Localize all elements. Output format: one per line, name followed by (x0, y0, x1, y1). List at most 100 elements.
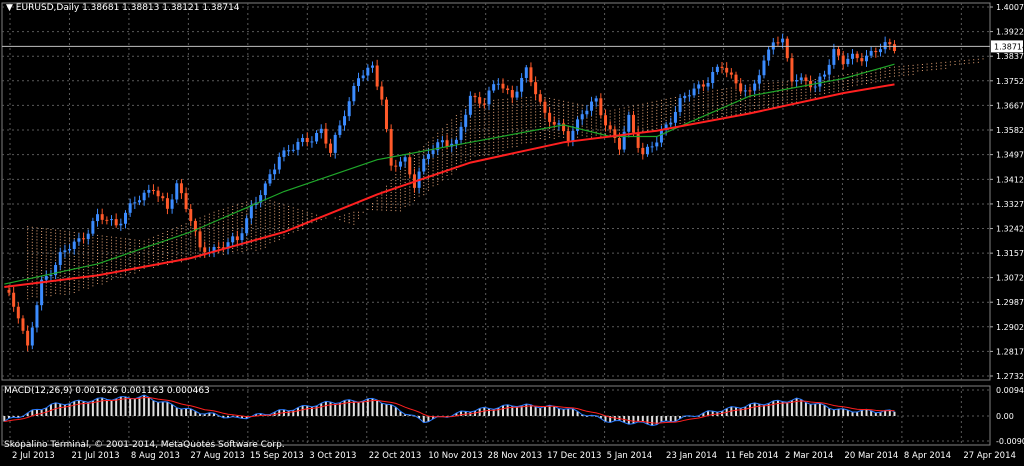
cloud-dot (474, 125, 476, 127)
cloud-dot (302, 213, 304, 215)
cloud-dot (292, 210, 294, 212)
cloud-dot (516, 124, 518, 126)
cloud-dot (469, 146, 471, 148)
cloud-dot (497, 150, 499, 152)
cloud-dot (83, 278, 85, 280)
cloud-dot (502, 99, 504, 101)
cloud-dot (111, 239, 113, 241)
cloud-dot (399, 174, 401, 176)
cloud-dot (283, 237, 285, 239)
cloud-dot (777, 97, 779, 99)
cloud-dot (903, 65, 905, 67)
cloud-dot (842, 89, 844, 91)
cloud-dot (376, 200, 378, 202)
cloud-dot (791, 86, 793, 88)
cloud-dot (805, 91, 807, 93)
cloud-dot (269, 203, 271, 205)
cloud-dot (55, 229, 57, 231)
cloud-dot (106, 266, 108, 268)
cloud-dot (595, 134, 597, 136)
candle-body (762, 60, 766, 76)
macd-histogram-bar (40, 409, 43, 416)
cloud-dot (502, 102, 504, 104)
cloud-dot (143, 264, 145, 266)
cloud-dot (274, 240, 276, 242)
cloud-dot (97, 246, 99, 248)
cloud-dot (777, 82, 779, 84)
cloud-dot (381, 209, 383, 211)
cloud-dot (530, 117, 532, 119)
cloud-dot (222, 235, 224, 237)
cloud-dot (619, 129, 620, 131)
candle-body (739, 83, 743, 92)
cloud-dot (642, 121, 644, 123)
cloud-dot (31, 292, 33, 294)
cloud-dot (553, 101, 555, 103)
cloud-dot (628, 106, 630, 108)
candle-body (329, 143, 333, 153)
cloud-dot (968, 59, 970, 61)
cloud-dot (241, 206, 243, 208)
cloud-dot (567, 122, 569, 124)
cloud-dot (595, 110, 597, 112)
cloud-dot (395, 174, 397, 176)
cloud-dot (772, 103, 774, 105)
cloud-dot (698, 98, 700, 100)
cloud-dot (591, 130, 593, 132)
candle-body (645, 146, 649, 155)
macd-histogram-bar (138, 396, 141, 416)
cloud-dot (64, 239, 66, 241)
cloud-dot (129, 244, 131, 246)
cloud-dot (288, 205, 290, 207)
cloud-dot (111, 242, 113, 244)
cloud-dot (455, 133, 457, 135)
cloud-dot (36, 254, 38, 256)
cloud-dot (754, 105, 756, 107)
cloud-dot (148, 250, 150, 252)
cloud-dot (688, 106, 690, 108)
cloud-dot (474, 152, 476, 154)
cloud-dot (78, 253, 80, 255)
cloud-dot (432, 161, 434, 163)
macd-histogram-bar (147, 397, 150, 416)
candle-body (240, 233, 244, 241)
cloud-dot (138, 246, 140, 248)
cloud-dot (879, 71, 881, 73)
cloud-dot (78, 289, 80, 291)
cloud-dot (278, 230, 280, 232)
cloud-dot (749, 99, 751, 101)
triangle-down-icon[interactable]: ▼ (6, 3, 13, 13)
cloud-dot (437, 165, 439, 167)
cloud-dot (889, 73, 891, 75)
cloud-dot (469, 152, 471, 154)
cloud-dot (474, 137, 476, 139)
cloud-dot (180, 258, 182, 260)
cloud-dot (553, 134, 555, 136)
cloud-dot (171, 241, 173, 243)
macd-histogram-bar (366, 398, 369, 416)
copyright: Skopalino Terminal, © 2001-2014, MetaQuo… (4, 440, 285, 450)
macd-histogram-bar (119, 396, 122, 416)
cloud-dot (27, 247, 29, 249)
cloud-dot (274, 222, 276, 224)
candle-body (827, 64, 831, 75)
cloud-dot (148, 241, 150, 243)
cloud-dot (222, 232, 224, 234)
cloud-dot (92, 273, 94, 275)
x-tick-label: 8 Aug 2013 (131, 451, 180, 461)
cloud-dot (236, 222, 238, 224)
cloud-dot (730, 96, 732, 98)
macd-histogram-bar (171, 404, 174, 416)
cloud-dot (726, 115, 728, 117)
cloud-dot (358, 217, 360, 219)
cloud-dot (605, 133, 607, 135)
cloud-dot (36, 242, 38, 244)
candle-body (580, 114, 584, 120)
cloud-dot (36, 227, 38, 229)
cloud-dot (92, 267, 94, 269)
cloud-dot (180, 225, 182, 227)
cloud-dot (325, 217, 327, 219)
cloud-dot (777, 85, 779, 87)
